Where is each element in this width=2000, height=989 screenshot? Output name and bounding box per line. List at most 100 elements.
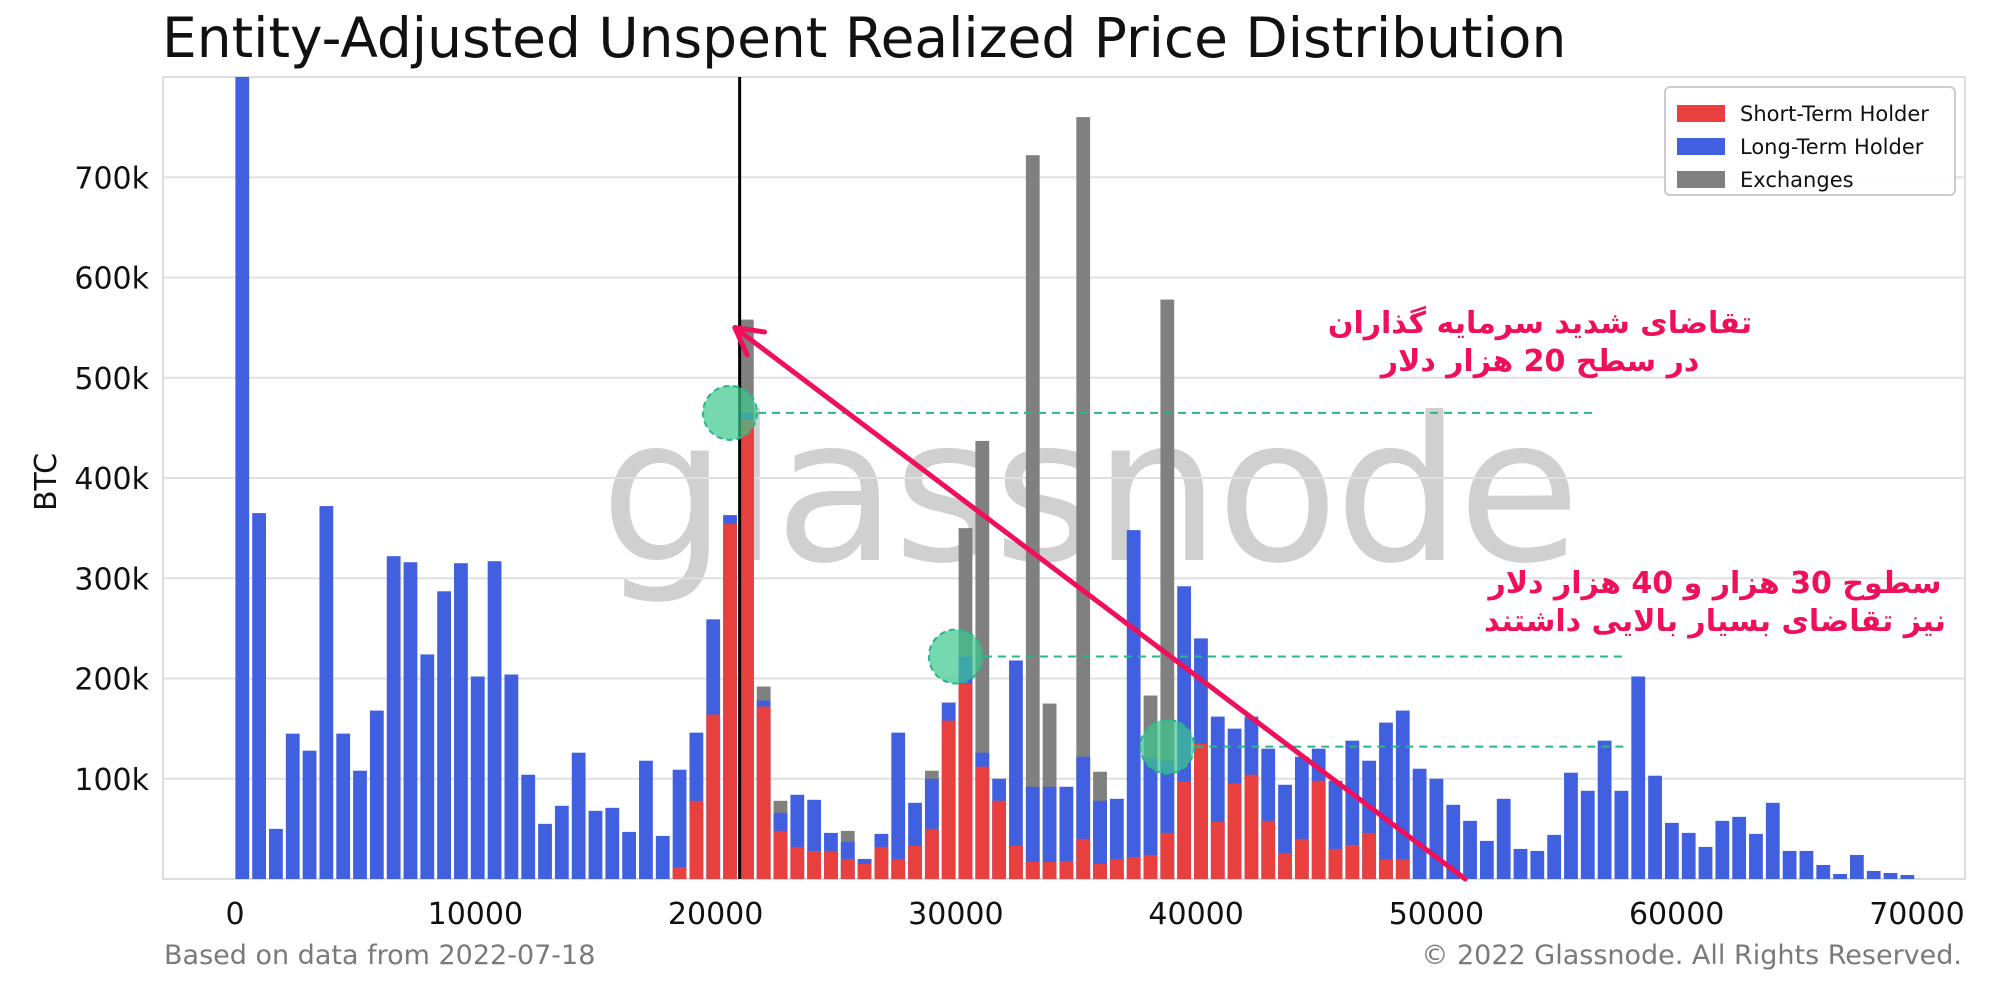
bar-short-term-holder xyxy=(824,850,838,879)
bar-long-term-holder xyxy=(1042,786,1057,879)
bar-short-term-holder xyxy=(706,714,721,879)
bar-long-term-holder xyxy=(252,513,267,879)
bar-short-term-holder xyxy=(1143,854,1158,879)
bar-short-term-holder xyxy=(924,828,939,879)
bar-long-term-holder xyxy=(1799,850,1814,879)
bar-long-term-holder xyxy=(420,654,435,879)
bar-long-term-holder xyxy=(521,774,536,879)
y-tick-label: 400k xyxy=(74,462,149,497)
bar-short-term-holder xyxy=(1328,848,1343,879)
bar-long-term-holder xyxy=(1009,660,1023,879)
bar-long-term-holder xyxy=(470,676,485,879)
bar-exchanges xyxy=(1025,155,1040,879)
legend-box xyxy=(1664,86,1956,196)
bar-short-term-holder xyxy=(1009,845,1023,879)
bar-short-term-holder xyxy=(1194,743,1208,879)
bar-long-term-holder xyxy=(1143,758,1158,879)
y-tick-label: 700k xyxy=(74,161,149,196)
annotation-30k-40k-demand: سطوح 30 هزار و 40 هزار دلار نیز تقاضای ب… xyxy=(1460,565,1970,641)
bar-short-term-holder xyxy=(672,866,687,879)
bar-short-term-holder xyxy=(1362,832,1377,879)
y-tick-label: 200k xyxy=(74,663,149,698)
bar-long-term-holder xyxy=(1564,772,1578,879)
bar-short-term-holder xyxy=(1042,861,1057,879)
bar-short-term-holder xyxy=(807,850,822,879)
x-tick-label: 50000 xyxy=(1389,897,1484,932)
bar-long-term-holder xyxy=(269,828,283,879)
bars xyxy=(235,77,1915,880)
bar-short-term-holder xyxy=(773,830,788,879)
trend-arrow xyxy=(732,325,1468,882)
annotation-line: سطوح 30 هزار و 40 هزار دلار xyxy=(1488,566,1942,601)
bar-short-term-holder xyxy=(1395,858,1410,879)
annotation-line: تقاضای شدید سرمایه گذاران xyxy=(1327,306,1753,341)
bar-short-term-holder xyxy=(1244,774,1259,879)
bar-long-term-holder xyxy=(1479,840,1494,879)
annotation-20k-demand: تقاضای شدید سرمایه گذاران در سطح 20 هزار… xyxy=(1300,305,1780,381)
bar-long-term-holder xyxy=(235,77,250,879)
footer-data-date: Based on data from 2022-07-18 xyxy=(164,940,596,971)
bar-long-term-holder xyxy=(1833,873,1847,879)
bar-long-term-holder xyxy=(1883,872,1898,879)
bar-long-term-holder xyxy=(1025,786,1040,879)
x-tick-label: 20000 xyxy=(668,897,763,932)
bar-long-term-holder xyxy=(1715,820,1730,879)
legend-label: Exchanges xyxy=(1740,168,1854,192)
bar-short-term-holder xyxy=(1076,838,1091,879)
bar-short-term-holder xyxy=(689,800,704,879)
bar-short-term-holder xyxy=(1059,860,1074,879)
x-tick-label: 70000 xyxy=(1869,897,1964,932)
bar-long-term-holder xyxy=(504,674,519,879)
bar-short-term-holder xyxy=(1227,783,1242,879)
bar-long-term-holder xyxy=(1547,834,1562,879)
bar-short-term-holder xyxy=(1160,832,1175,879)
bar-long-term-holder xyxy=(1900,874,1915,879)
bar-short-term-holder xyxy=(1210,821,1225,879)
footer-copyright: © 2022 Glassnode. All Rights Reserved. xyxy=(1421,940,1962,971)
bar-short-term-holder xyxy=(1025,861,1040,879)
level-highlight-circle xyxy=(1139,718,1196,775)
bar-long-term-holder xyxy=(403,562,418,879)
annotation-line: در سطح 20 هزار دلار xyxy=(1380,344,1700,379)
legend-swatch xyxy=(1677,105,1725,122)
bar-long-term-holder xyxy=(1379,722,1393,879)
x-tick-label: 30000 xyxy=(908,897,1003,932)
bar-short-term-holder xyxy=(958,683,973,879)
bar-short-term-holder xyxy=(723,524,737,879)
y-tick-label: 300k xyxy=(74,562,149,597)
bar-short-term-holder xyxy=(992,800,1007,879)
y-tick-label: 500k xyxy=(74,362,149,397)
legend-label: Short-Term Holder xyxy=(1740,102,1929,126)
bar-short-term-holder xyxy=(840,858,855,879)
bar-long-term-holder xyxy=(1749,833,1763,879)
bar-short-term-holder xyxy=(1126,856,1141,879)
bar-short-term-holder xyxy=(857,863,872,879)
bar-long-term-holder xyxy=(1631,676,1646,879)
bar-long-term-holder xyxy=(1446,804,1461,879)
x-tick-label: 10000 xyxy=(428,897,523,932)
bar-short-term-holder xyxy=(1345,844,1360,879)
bar-long-term-holder xyxy=(605,807,620,879)
bar-long-term-holder xyxy=(588,810,603,879)
bar-short-term-holder xyxy=(975,766,990,879)
y-tick-label: 100k xyxy=(74,763,149,798)
bar-long-term-holder xyxy=(1664,822,1679,879)
bar-long-term-holder xyxy=(1597,740,1612,879)
bar-short-term-holder xyxy=(908,845,922,879)
bar-long-term-holder xyxy=(302,750,317,879)
legend-swatch xyxy=(1677,171,1725,188)
y-axis-label: BTC xyxy=(29,453,64,511)
bar-short-term-holder xyxy=(1278,852,1292,879)
bar-long-term-holder xyxy=(1530,850,1545,879)
x-tick-label: 0 xyxy=(226,897,245,932)
bar-short-term-holder xyxy=(941,720,956,879)
legend: Short-Term Holder Long-Term Holder Exchang… xyxy=(1664,86,1956,196)
x-tick-label: 40000 xyxy=(1148,897,1243,932)
legend-swatch xyxy=(1677,138,1725,155)
bar-long-term-holder xyxy=(1648,775,1662,879)
bar-long-term-holder xyxy=(655,835,670,879)
bar-long-term-holder xyxy=(639,760,653,879)
bar-long-term-holder xyxy=(437,591,452,879)
bar-short-term-holder xyxy=(1093,863,1107,879)
bar-short-term-holder xyxy=(1294,838,1309,879)
